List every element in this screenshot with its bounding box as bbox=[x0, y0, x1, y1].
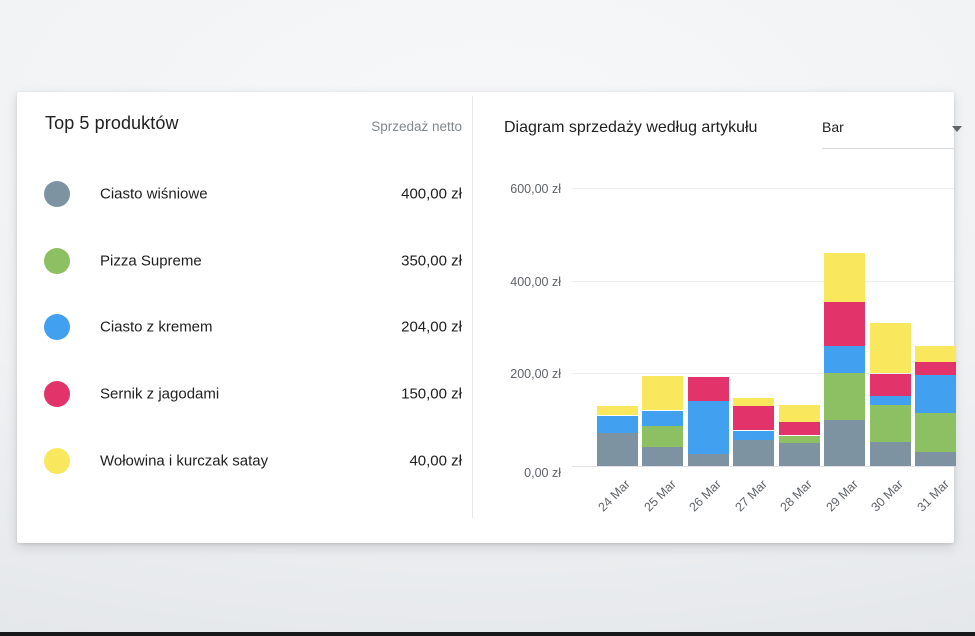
x-axis-tick-label: 30 Mar bbox=[868, 477, 907, 515]
product-row: Sernik z jagodami 150,00 zł bbox=[17, 377, 472, 411]
product-color-dot bbox=[44, 447, 70, 474]
bar-segment-wo-owina-i-kurczak-satay[interactable] bbox=[596, 406, 638, 415]
y-axis-tick-label: 200,00 zł bbox=[510, 367, 561, 382]
gridline bbox=[572, 280, 954, 282]
chart-title: Diagram sprzedaży według artykułu bbox=[504, 119, 758, 136]
y-axis-tick-label: 600,00 zł bbox=[510, 182, 561, 196]
chevron-down-icon[interactable] bbox=[952, 126, 962, 132]
bar-segment-ciasto-wi-niowe[interactable] bbox=[915, 452, 957, 466]
bar-segment-pizza-supreme[interactable] bbox=[915, 413, 957, 452]
product-net-sales-value: 40,00 zł bbox=[409, 452, 462, 470]
bar-segment-ciasto-wi-niowe[interactable] bbox=[869, 442, 911, 466]
x-axis-tick-label: 28 Mar bbox=[777, 477, 816, 515]
product-name: Wołowina i kurczak satay bbox=[100, 452, 269, 470]
x-axis-tick-label: 24 Mar bbox=[595, 477, 633, 515]
product-color-dot bbox=[44, 181, 70, 207]
bar-segment-ciasto-wi-niowe[interactable] bbox=[596, 433, 638, 466]
bar-segment-ciasto-z-kremem[interactable] bbox=[687, 401, 729, 454]
bar-segment-ciasto-wi-niowe[interactable] bbox=[687, 454, 729, 466]
net-sales-column-header: Sprzedaż netto bbox=[371, 119, 462, 134]
bar-segment-wo-owina-i-kurczak-satay[interactable] bbox=[915, 346, 957, 362]
bar-segment-ciasto-z-kremem[interactable] bbox=[596, 416, 638, 433]
x-axis-tick-label: 26 Mar bbox=[686, 477, 724, 515]
bar-segment-ciasto-wi-niowe[interactable] bbox=[778, 443, 820, 466]
product-name: Pizza Supreme bbox=[100, 252, 202, 270]
bar-segment-pizza-supreme[interactable] bbox=[778, 436, 820, 443]
bar-segment-sernik-z-jagodami[interactable] bbox=[824, 302, 866, 346]
y-axis-tick-label: 400,00 zł bbox=[510, 274, 561, 289]
x-axis-tick-label: 31 Mar bbox=[914, 477, 952, 515]
product-name: Ciasto wiśniowe bbox=[100, 185, 208, 203]
stacked-bar-31-mar[interactable] bbox=[915, 346, 957, 466]
bar-segment-ciasto-wi-niowe[interactable] bbox=[733, 440, 775, 466]
product-color-dot bbox=[44, 381, 70, 408]
bar-segment-ciasto-z-kremem[interactable] bbox=[869, 396, 911, 405]
gridline bbox=[572, 373, 954, 375]
x-axis-tick-label: 29 Mar bbox=[823, 477, 861, 515]
product-row: Ciasto z kremem 204,00 zł bbox=[17, 310, 472, 344]
chart-plot-area: 600,00 zł 400,00 zł 200,00 zł 0,00 zł 24 Mar… bbox=[510, 182, 957, 514]
stacked-bar-29-mar[interactable] bbox=[824, 253, 866, 466]
bar-segment-wo-owina-i-kurczak-satay[interactable] bbox=[642, 376, 684, 410]
bar-segment-ciasto-z-kremem[interactable] bbox=[915, 375, 957, 413]
sales-chart-panel: Diagram sprzedaży według artykułu Bar 60… bbox=[473, 92, 957, 543]
bar-segment-ciasto-z-kremem[interactable] bbox=[642, 411, 684, 426]
product-row: Pizza Supreme 350,00 zł bbox=[17, 244, 472, 278]
bar-segment-pizza-supreme[interactable] bbox=[642, 425, 684, 447]
product-color-dot bbox=[44, 247, 70, 274]
dashboard-card: Top 5 produktów Sprzedaż netto Ciasto wi… bbox=[17, 92, 957, 543]
product-name: Sernik z jagodami bbox=[100, 385, 220, 403]
bar-segment-wo-owina-i-kurczak-satay[interactable] bbox=[733, 398, 775, 406]
stacked-bar-27-mar[interactable] bbox=[733, 397, 775, 466]
product-net-sales-value: 204,00 zł bbox=[401, 318, 462, 336]
bar-segment-ciasto-z-kremem[interactable] bbox=[733, 431, 775, 440]
bar-segment-ciasto-wi-niowe[interactable] bbox=[824, 420, 866, 466]
product-row: Ciasto wiśniowe 400,00 zł bbox=[17, 177, 472, 211]
product-row: Wołowina i kurczak satay 40,00 zł bbox=[17, 444, 472, 478]
bar-segment-sernik-z-jagodami[interactable] bbox=[687, 377, 729, 401]
panel-divider bbox=[472, 96, 473, 518]
bar-segment-wo-owina-i-kurczak-satay[interactable] bbox=[824, 253, 866, 302]
bar-segment-wo-owina-i-kurczak-satay[interactable] bbox=[778, 405, 820, 422]
stacked-bar-25-mar[interactable] bbox=[642, 376, 684, 466]
product-name: Ciasto z kremem bbox=[100, 318, 213, 336]
gridline bbox=[572, 188, 954, 189]
top-products-title: Top 5 produktów bbox=[45, 113, 179, 133]
product-net-sales-value: 350,00 zł bbox=[401, 252, 462, 270]
x-axis-tick-label: 25 Mar bbox=[641, 477, 679, 515]
y-axis-tick-label: 0,00 zł bbox=[524, 466, 561, 480]
bar-segment-ciasto-wi-niowe[interactable] bbox=[642, 447, 684, 466]
stacked-bar-24-mar[interactable] bbox=[596, 406, 638, 466]
chart-type-select-value: Bar bbox=[822, 119, 844, 135]
bar-segment-sernik-z-jagodami[interactable] bbox=[915, 362, 957, 375]
bar-segment-sernik-z-jagodami[interactable] bbox=[869, 374, 911, 396]
bar-segment-pizza-supreme[interactable] bbox=[824, 373, 866, 420]
stacked-bar-26-mar[interactable] bbox=[687, 377, 729, 466]
x-axis-tick-label: 27 Mar bbox=[732, 477, 770, 515]
screen-edge-strip bbox=[0, 632, 975, 636]
product-net-sales-value: 150,00 zł bbox=[401, 385, 462, 403]
product-color-dot bbox=[44, 314, 70, 341]
bar-segment-pizza-supreme[interactable] bbox=[869, 405, 911, 442]
gridline bbox=[572, 466, 954, 467]
bar-segment-sernik-z-jagodami[interactable] bbox=[733, 405, 775, 430]
bar-segment-wo-owina-i-kurczak-satay[interactable] bbox=[869, 323, 911, 373]
stacked-bar-30-mar[interactable] bbox=[869, 323, 911, 466]
product-net-sales-value: 400,00 zł bbox=[401, 185, 462, 203]
bar-segment-sernik-z-jagodami[interactable] bbox=[778, 421, 820, 435]
stacked-bar-28-mar[interactable] bbox=[778, 404, 820, 466]
top-products-panel: Top 5 produktów Sprzedaż netto Ciasto wi… bbox=[17, 92, 472, 543]
bar-segment-ciasto-z-kremem[interactable] bbox=[824, 346, 866, 373]
chart-type-select[interactable]: Bar bbox=[822, 113, 954, 149]
